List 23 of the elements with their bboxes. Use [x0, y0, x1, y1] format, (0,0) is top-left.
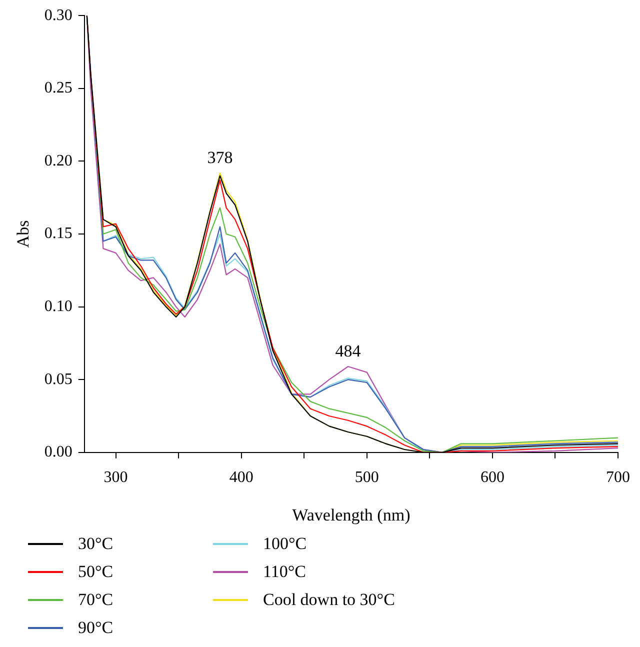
legend-label: 50°C: [78, 562, 114, 582]
legend-label: 30°C: [78, 534, 114, 554]
y-tick-label: 0.20: [44, 152, 72, 170]
y-tick-label: 0.00: [44, 444, 72, 461]
x-tick-label: 600: [480, 469, 504, 486]
x-axis-title: Wavelength (nm): [292, 505, 410, 524]
y-tick-label: 0.30: [44, 6, 72, 24]
x-tick-label: 700: [606, 469, 630, 486]
annotation: 378: [207, 148, 233, 167]
x-tick-label: 400: [229, 469, 254, 486]
annotation: 484: [335, 341, 362, 360]
legend-label: 90°C: [78, 618, 114, 638]
y-tick-label: 0.25: [44, 80, 72, 97]
legend-label: Cool down to 30°C: [263, 590, 395, 610]
y-axis-title: Abs: [14, 220, 33, 248]
x-tick-label: 300: [104, 469, 128, 486]
y-tick-label: 0.10: [44, 298, 72, 316]
x-tick-label: 500: [354, 469, 379, 486]
y-tick-label: 0.05: [44, 370, 72, 388]
legend-label: 110°C: [263, 562, 306, 582]
y-tick-label: 0.15: [44, 225, 72, 242]
legend-label: 100°C: [263, 534, 307, 554]
legend-label: 70°C: [78, 590, 114, 610]
